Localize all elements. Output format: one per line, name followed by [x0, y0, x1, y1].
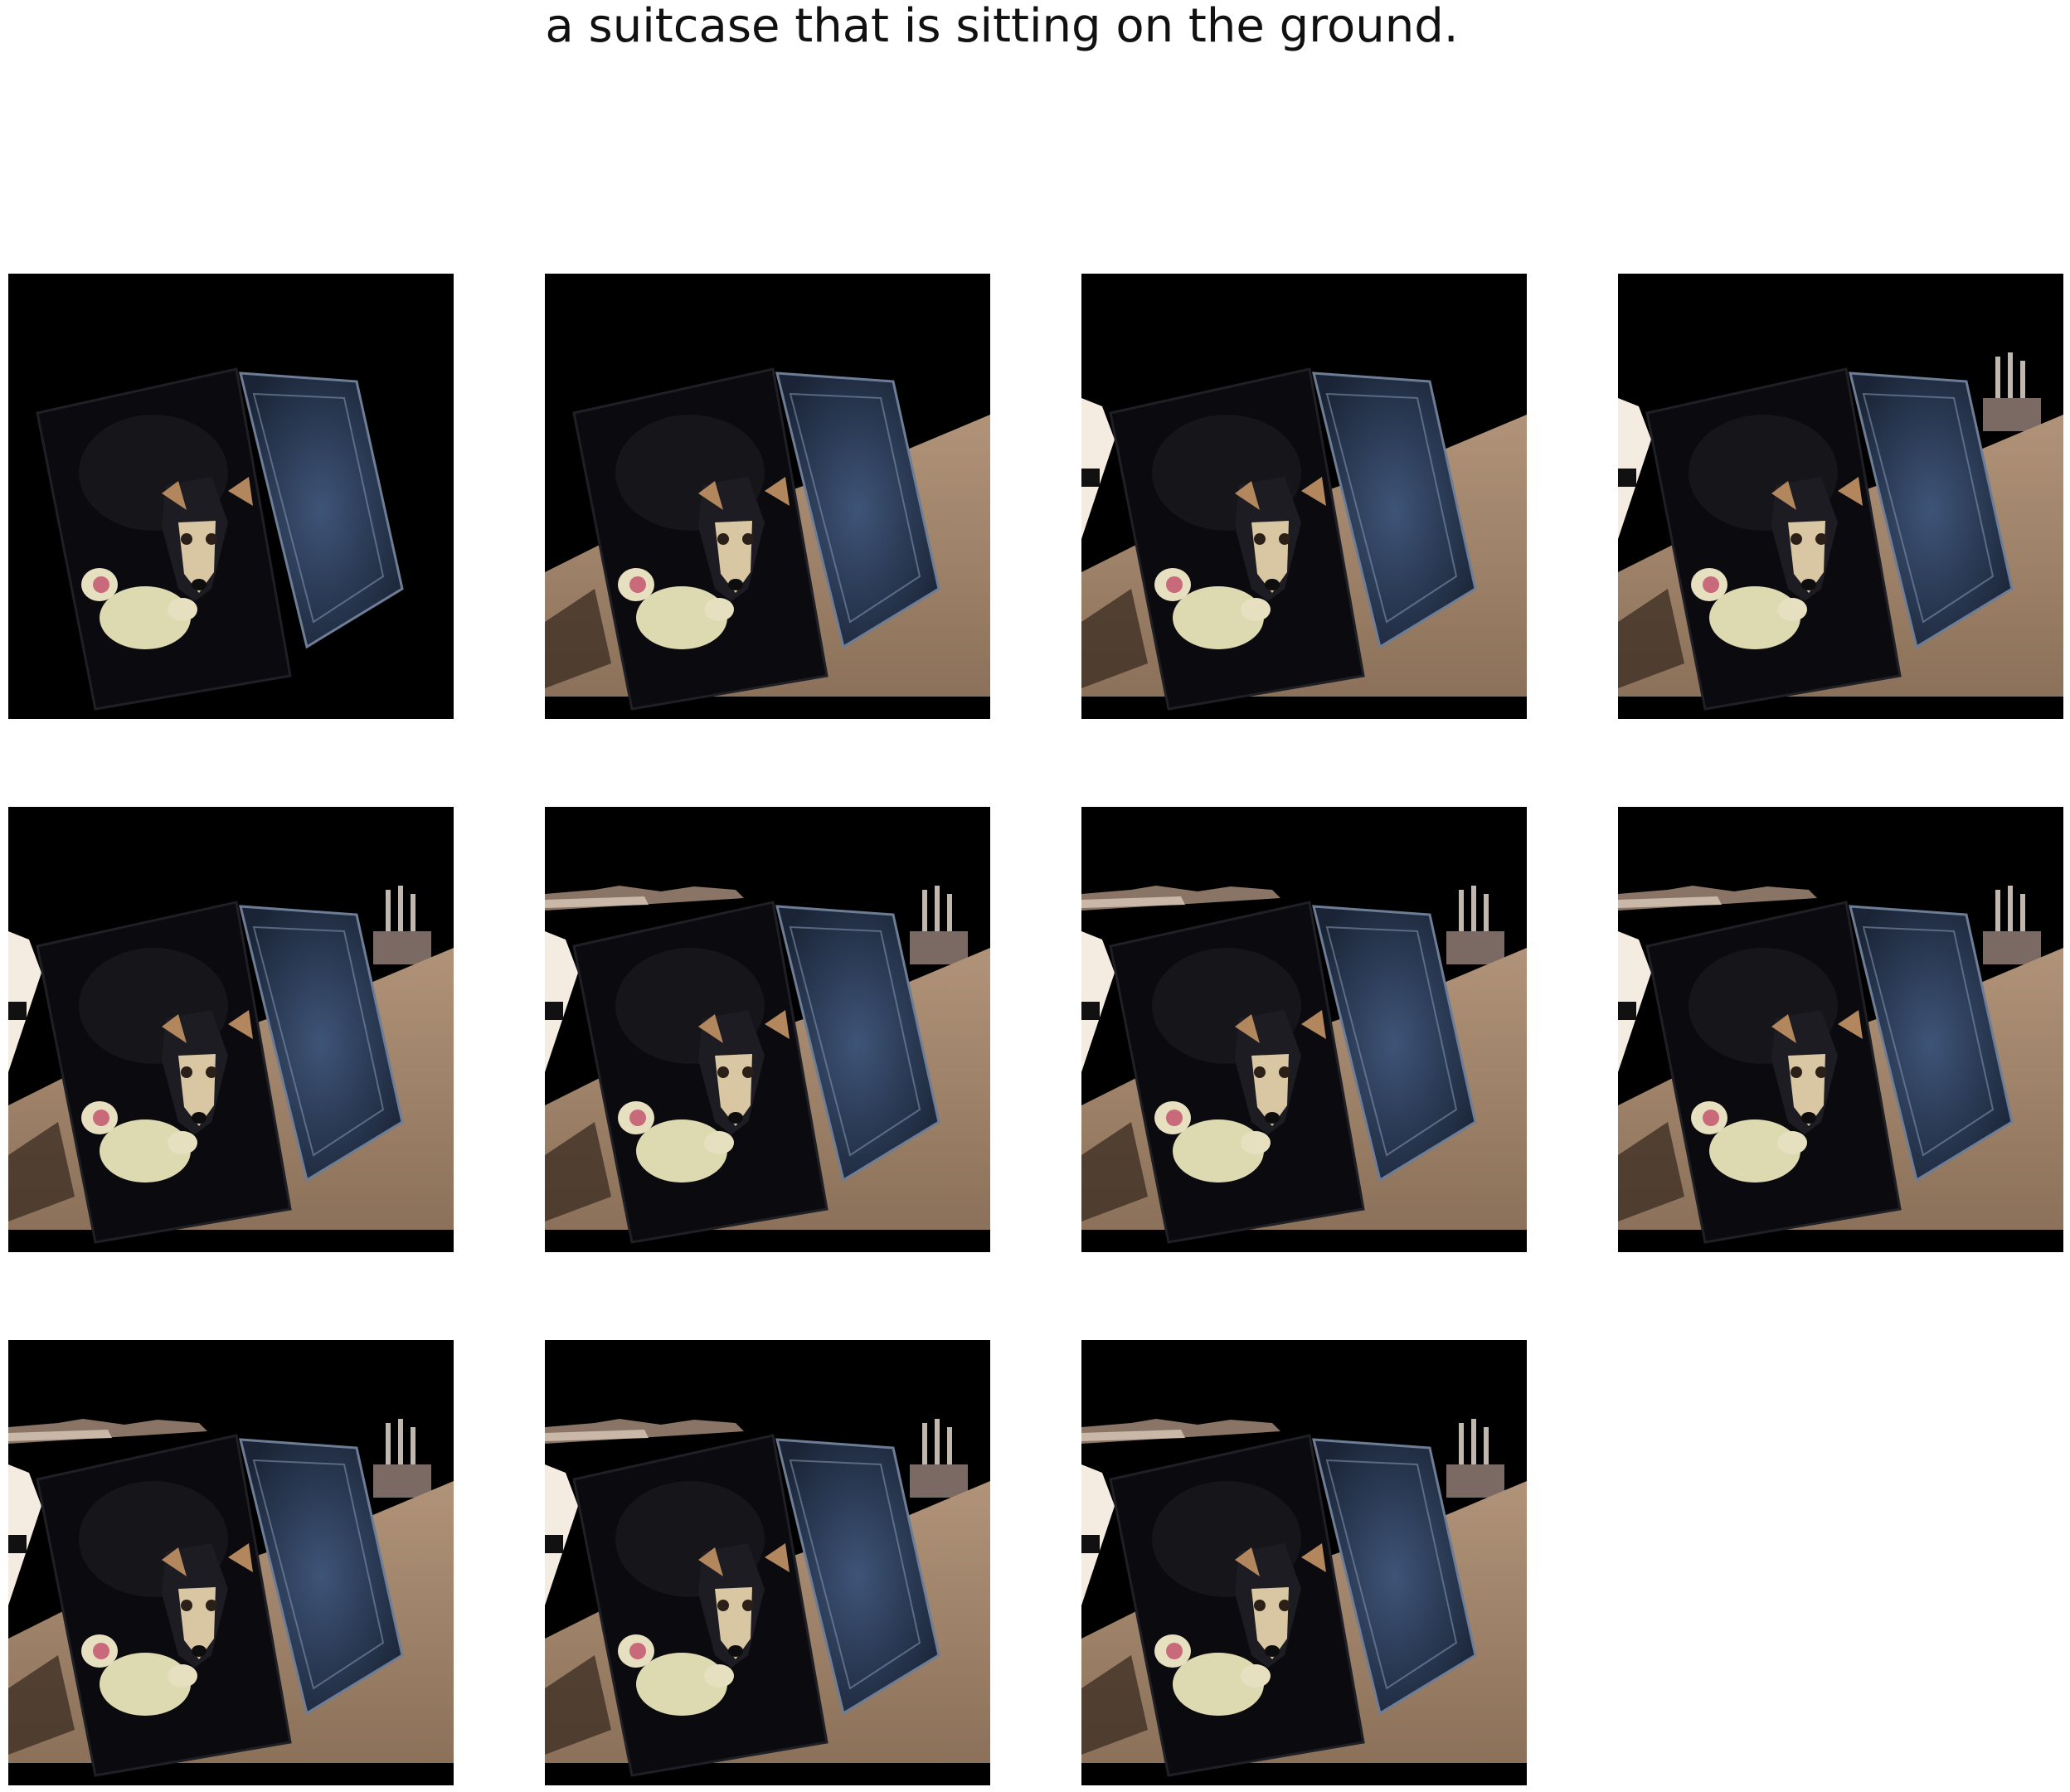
dog: [1152, 948, 1326, 1134]
sample-image-11: [1081, 1340, 1527, 1785]
dog: [1152, 1481, 1326, 1668]
dog: [79, 415, 253, 601]
sample-image-9: [8, 1340, 454, 1785]
sample-image-6: [545, 807, 990, 1252]
dog: [1689, 415, 1863, 601]
dog: [1689, 948, 1863, 1134]
light-glow-region: [545, 1464, 578, 1605]
stuffed-toy: [1691, 1101, 1807, 1183]
light-glow-region: [8, 1464, 41, 1605]
stuffed-toy: [81, 1101, 197, 1183]
stuffed-toy: [1154, 1634, 1271, 1716]
sample-image-8: [1618, 807, 2063, 1252]
sample-image-1: [8, 274, 454, 719]
pier-structure: [373, 1419, 431, 1498]
stuffed-toy: [1154, 1101, 1271, 1183]
pier-structure: [1446, 1419, 1504, 1498]
stuffed-toy: [81, 1634, 197, 1716]
dog: [79, 948, 253, 1134]
stuffed-toy: [618, 1101, 734, 1183]
figure-caption: a suitcase that is sitting on the ground…: [545, 0, 1459, 53]
light-glow-region: [8, 931, 41, 1072]
pier-structure: [1983, 352, 2041, 431]
banner-strip: [1081, 1419, 1280, 1444]
light-glow-region: [1618, 931, 1651, 1072]
banner-strip: [545, 1419, 744, 1444]
pier-structure: [1446, 886, 1504, 964]
stuffed-toy: [81, 568, 197, 649]
light-glow-region: [545, 931, 578, 1072]
sample-image-2: [545, 274, 990, 719]
banner-strip: [1618, 886, 1817, 911]
sample-image-7: [1081, 807, 1527, 1252]
pier-structure: [910, 886, 968, 964]
pier-structure: [910, 1419, 968, 1498]
dog: [615, 415, 790, 601]
stuffed-toy: [1154, 568, 1271, 649]
sample-image-4: [1618, 274, 2063, 719]
banner-strip: [8, 1419, 207, 1444]
sample-image-10: [545, 1340, 990, 1785]
stuffed-toy: [1691, 568, 1807, 649]
sample-image-5: [8, 807, 454, 1252]
light-glow-region: [1081, 1464, 1115, 1605]
stuffed-toy: [618, 1634, 734, 1716]
light-glow-region: [1081, 931, 1115, 1072]
pier-structure: [1983, 886, 2041, 964]
dog: [79, 1481, 253, 1668]
banner-strip: [545, 886, 744, 911]
light-glow-region: [1081, 398, 1115, 539]
dog: [615, 948, 790, 1134]
sample-image-3: [1081, 274, 1527, 719]
dog: [615, 1481, 790, 1668]
dog: [1152, 415, 1326, 601]
pier-structure: [373, 886, 431, 964]
banner-strip: [1081, 886, 1280, 911]
light-glow-region: [1618, 398, 1651, 539]
stuffed-toy: [618, 568, 734, 649]
